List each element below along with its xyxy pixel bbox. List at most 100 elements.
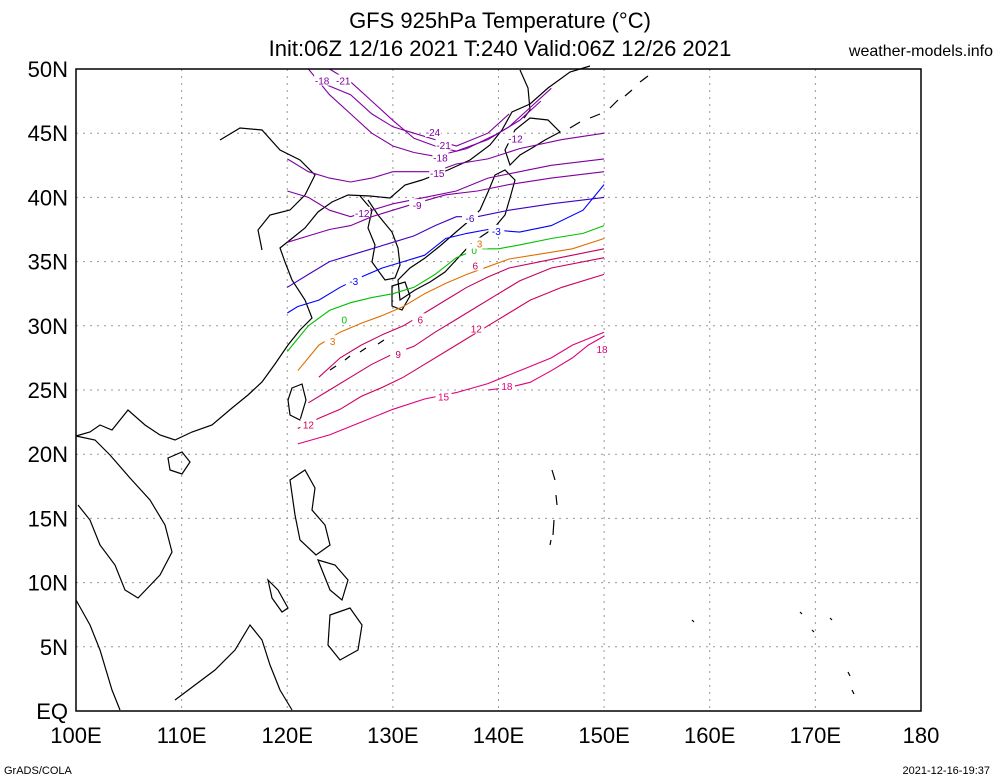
lon-tick-label: 140E (473, 723, 524, 748)
contour-label-bg (412, 313, 429, 325)
lat-tick-label: 45N (28, 121, 68, 146)
contour-line (297, 273, 605, 429)
contour-label: -9 (413, 201, 422, 212)
taiwan-coast (287, 383, 307, 421)
hainan-coast (167, 451, 191, 475)
map-subtitle: Init:06Z 12/16 2021 T:240 Valid:06Z 12/2… (268, 36, 732, 61)
contour-line (287, 132, 605, 183)
contour-label-bg (314, 74, 331, 86)
mariana-islands (549, 469, 558, 546)
contour-label: -21 (336, 77, 351, 88)
contour-label-bg (335, 74, 352, 86)
korea-coast (359, 195, 401, 281)
bohai-coast (219, 127, 316, 251)
contour-label-bg (409, 199, 426, 211)
footer-timestamp: 2021-12-16-19:37 (902, 765, 990, 777)
kuril-islands (569, 75, 649, 129)
contour-label-bg (435, 390, 452, 402)
contour-label: 18 (596, 345, 608, 356)
contour-label: 0 (342, 315, 348, 326)
contour-label-bg (488, 224, 505, 236)
contour-line (308, 257, 605, 404)
contour-line (286, 225, 605, 352)
lon-tick-label: 180 (903, 723, 940, 748)
contour-label: -15 (430, 169, 445, 180)
sakhalin-coast (519, 69, 531, 119)
lon-tick-label: 130E (367, 723, 418, 748)
lat-tick-label: 30N (28, 314, 68, 339)
honshu-coast (397, 169, 516, 302)
axis-labels: EQ 5N 10N 15N 20N 25N 30N 35N 40N 45N 50N 100E 110E 1… (28, 57, 940, 748)
contour-label: 0 (471, 246, 477, 257)
contour-label-bg (467, 259, 484, 271)
contour-label: -6 (466, 214, 475, 225)
contour-line (287, 171, 605, 243)
lat-tick-label: 20N (28, 442, 68, 467)
lat-tick-label: 35N (28, 250, 68, 275)
contour-label: -24 (426, 128, 441, 139)
contour-line (287, 196, 605, 288)
contour-label: -21 (436, 141, 451, 152)
contour-line (318, 248, 605, 378)
contour-label: -12 (355, 209, 370, 220)
contour-label: 6 (418, 315, 424, 326)
contour-label-bg (429, 167, 446, 179)
map-title: GFS 925hPa Temperature (°C) (349, 8, 651, 33)
map-frame (75, 68, 922, 712)
contour-label-bg (336, 313, 353, 325)
contour-line (329, 68, 552, 152)
kyushu-coast (391, 281, 411, 311)
contour-label-bg (461, 211, 478, 223)
luzon-coast (289, 469, 331, 556)
contour-label-bg (498, 380, 515, 392)
contour-label: 9 (395, 350, 401, 361)
contour-label-bg (300, 418, 317, 430)
contour-label-bg (425, 125, 442, 137)
contour-label-bg (354, 206, 371, 218)
pacific-islands (691, 611, 855, 695)
contour-label: -3 (349, 277, 358, 288)
lat-tick-label: 5N (40, 635, 68, 660)
contour-label-bg (471, 237, 488, 249)
contour-label: 15 (438, 392, 450, 403)
lon-tick-label: 160E (684, 723, 735, 748)
contour-label-bg (435, 138, 452, 150)
lat-tick-label: 40N (28, 185, 68, 210)
borneo-coast (174, 623, 293, 711)
contour-label: 3 (330, 337, 336, 348)
lon-tick-label: 110E (157, 723, 207, 748)
contour-label-bg (594, 342, 611, 354)
mainland-coast (75, 65, 591, 441)
lon-tick-label: 100E (50, 723, 101, 748)
contour-line (287, 158, 605, 218)
contour-label: 12 (471, 324, 483, 335)
contour-label-bg (390, 348, 407, 360)
contour-line (307, 68, 542, 157)
temperature-contours: -24-21-21-18-18-15-12-12-9-6-3-300336691… (286, 68, 611, 445)
contour-line (318, 81, 510, 147)
lat-tick-label: EQ (36, 699, 68, 724)
contour-line (297, 331, 605, 445)
footer-credit: GrADS/COLA (4, 765, 72, 777)
lon-tick-label: 120E (262, 723, 313, 748)
contour-label: 18 (501, 382, 513, 393)
contour-label-bg (507, 132, 524, 144)
lon-tick-label: 170E (790, 723, 841, 748)
mindanao-coast (327, 607, 363, 661)
contour-label: 6 (472, 261, 478, 272)
contour-label: -18 (433, 154, 448, 165)
lon-tick-label: 150E (578, 723, 629, 748)
indochina-coast (75, 435, 173, 599)
malay-coast (75, 599, 121, 711)
contour-label-bg (432, 151, 449, 163)
ryukyu-islands (329, 339, 385, 371)
contour-label: 3 (477, 240, 483, 251)
lat-tick-label: 50N (28, 57, 68, 82)
lat-tick-label: 10N (28, 571, 68, 596)
visayas-coast (316, 559, 349, 602)
contour-label: 12 (303, 421, 315, 432)
contour-label: -3 (492, 227, 501, 238)
lat-tick-label: 25N (28, 378, 68, 403)
palawan-coast (266, 578, 289, 613)
